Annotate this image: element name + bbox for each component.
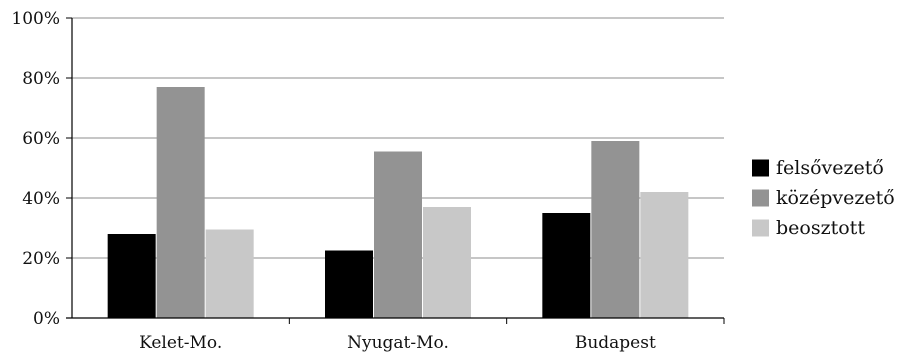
x-category-label: Nyugat-Mo. — [347, 333, 449, 353]
bar — [325, 250, 373, 318]
y-tick-label: 40% — [22, 189, 60, 209]
bar — [374, 151, 422, 318]
legend-swatch — [752, 189, 769, 207]
y-tick-label: 20% — [22, 249, 60, 269]
x-category-labels: Kelet-Mo. Nyugat-Mo. Budapest — [139, 333, 656, 353]
y-tick-label: 80% — [22, 69, 60, 89]
bar — [640, 192, 689, 318]
legend-swatch — [752, 159, 769, 177]
y-tick-label: 0% — [33, 309, 60, 329]
legend: felsővezető középvezető beosztott — [752, 157, 895, 239]
x-category-label: Budapest — [575, 333, 656, 353]
legend-label: beosztott — [776, 217, 865, 239]
bar — [542, 213, 591, 318]
y-tick-labels: 0% 20% 40% 60% 80% 100% — [11, 9, 60, 329]
bars — [107, 87, 689, 318]
legend-label: középvezető — [776, 187, 895, 209]
y-tick-label: 60% — [22, 129, 60, 149]
legend-swatch — [752, 219, 769, 237]
axes — [66, 17, 725, 324]
bar — [205, 229, 254, 318]
bar — [423, 207, 471, 318]
bar — [107, 234, 156, 318]
bar — [591, 141, 640, 318]
bar — [156, 87, 205, 318]
x-category-label: Kelet-Mo. — [139, 333, 222, 353]
legend-label: felsővezető — [776, 157, 884, 179]
y-tick-label: 100% — [11, 9, 60, 29]
